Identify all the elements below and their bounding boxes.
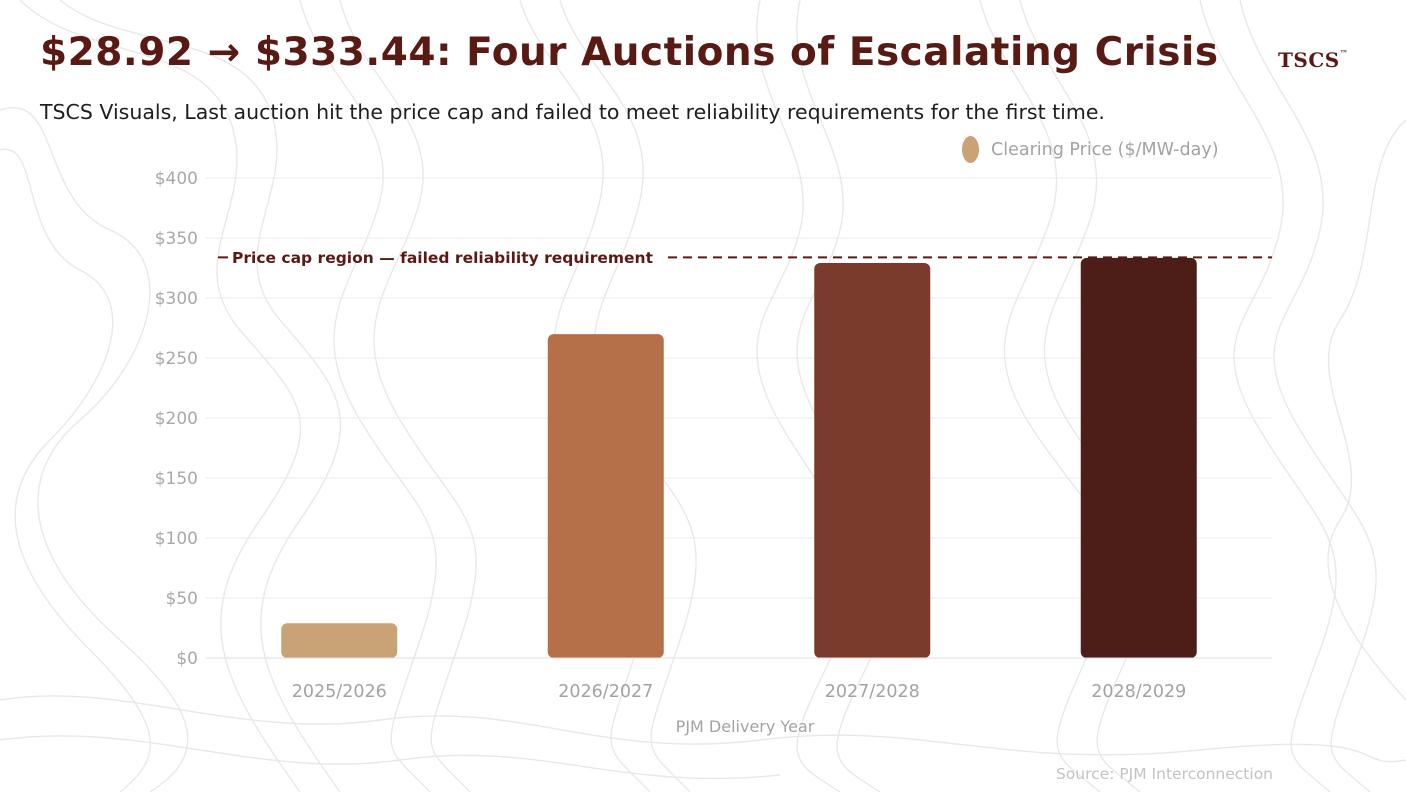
y-tick-label: $350 bbox=[155, 229, 198, 249]
x-axis-title: PJM Delivery Year bbox=[676, 717, 815, 736]
legend-label-clearing-price: Clearing Price ($/MW-day) bbox=[991, 139, 1219, 160]
y-tick-label: $300 bbox=[155, 289, 198, 309]
y-tick-label: $200 bbox=[155, 409, 198, 429]
y-tick-label: $150 bbox=[155, 469, 198, 489]
chart-legend: Clearing Price ($/MW-day) bbox=[962, 136, 1219, 163]
reference-line-label: Price cap region — failed reliability re… bbox=[232, 249, 654, 267]
y-tick-label: $250 bbox=[155, 349, 198, 369]
bar bbox=[281, 623, 398, 658]
chart-title: $28.92 → $333.44: Four Auctions of Escal… bbox=[40, 30, 1219, 75]
bar bbox=[1080, 257, 1197, 658]
bar bbox=[547, 334, 664, 658]
x-tick-label: 2027/2028 bbox=[825, 682, 920, 702]
bar bbox=[814, 262, 931, 658]
y-tick-label: $400 bbox=[155, 169, 198, 189]
x-tick-label: 2028/2029 bbox=[1091, 682, 1186, 702]
x-tick-label: 2026/2027 bbox=[558, 682, 653, 702]
brand-logo: TSCS™ bbox=[1278, 48, 1348, 72]
y-tick-label: $50 bbox=[166, 589, 198, 609]
brand-name: TSCS bbox=[1278, 48, 1340, 72]
source-note: Source: PJM Interconnection bbox=[1055, 765, 1273, 783]
y-tick-label: $0 bbox=[176, 649, 198, 669]
legend-swatch-clearing-price bbox=[962, 136, 979, 163]
chart-subtitle: TSCS Visuals, Last auction hit the price… bbox=[40, 100, 1105, 124]
trademark-mark: ™ bbox=[1339, 48, 1349, 58]
x-tick-label: 2025/2026 bbox=[292, 682, 387, 702]
y-tick-label: $100 bbox=[155, 529, 198, 549]
